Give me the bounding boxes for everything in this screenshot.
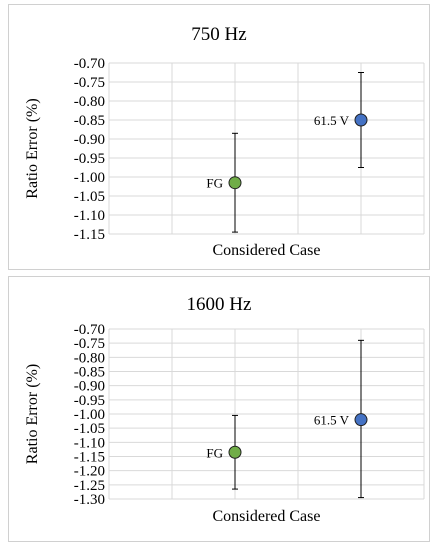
y-tick-label: -0.95	[74, 151, 105, 167]
chart-title: 750 Hz	[191, 24, 246, 45]
y-tick-label: -0.70	[74, 56, 105, 72]
y-tick-label: -0.85	[74, 113, 105, 129]
x-axis-label: Considered Case	[213, 508, 321, 525]
data-label: 61.5 V	[314, 113, 350, 128]
data-point	[354, 113, 368, 127]
y-axis-label: Ratio Error (%)	[24, 98, 41, 198]
x-axis-label: Considered Case	[213, 242, 321, 259]
data-point	[228, 176, 242, 190]
y-tick-label: -0.90	[74, 132, 105, 148]
y-axis-label: Ratio Error (%)	[24, 364, 41, 464]
y-tick-label: -0.85	[74, 365, 105, 381]
y-tick-label: -1.05	[74, 189, 105, 205]
data-point	[354, 413, 368, 427]
y-tick-label: -1.10	[74, 435, 105, 451]
y-tick-label: -1.00	[74, 407, 105, 423]
y-tick-label: -1.15	[74, 227, 105, 243]
data-point	[228, 445, 242, 459]
y-tick-label: -0.90	[74, 379, 105, 395]
data-label: FG	[206, 445, 223, 460]
chart-panel-1600hz: -0.70 -0.75 -0.80 -0.85 -0.90 -0.95 -1.00 -1.05…	[8, 276, 430, 542]
y-tick-label: -1.15	[74, 450, 105, 466]
y-tick-label: -1.05	[74, 421, 105, 437]
y-tick-label: -1.10	[74, 208, 105, 224]
chart-750hz: -0.70 -0.75 -0.80 -0.85 -0.90 -0.95 -1.00 -1.05…	[24, 24, 425, 259]
y-tick-label: -1.30	[74, 492, 105, 508]
chart-title: 1600 Hz	[187, 294, 252, 315]
y-tick-label: -1.00	[74, 170, 105, 186]
data-label: FG	[206, 176, 223, 191]
y-tick-label: -0.95	[74, 393, 105, 409]
y-tick-label: -0.70	[74, 322, 105, 338]
chart-1600hz: -0.70-0.75-0.80-0.85-0.90-0.95-1.00-1.05…	[24, 294, 425, 525]
y-tick-label: -1.20	[74, 464, 105, 480]
y-tick-label: -1.25	[74, 478, 105, 494]
data-label: 61.5 V	[314, 413, 350, 428]
y-tick-label: -0.80	[74, 350, 105, 366]
chart-panel-750hz: -0.70 -0.75 -0.80 -0.85 -0.90 -0.95 -1.00 -1.05…	[8, 4, 430, 270]
y-tick-label: -0.80	[74, 94, 105, 110]
y-tick-label: -0.75	[74, 75, 105, 91]
y-tick-label: -0.75	[74, 336, 105, 352]
